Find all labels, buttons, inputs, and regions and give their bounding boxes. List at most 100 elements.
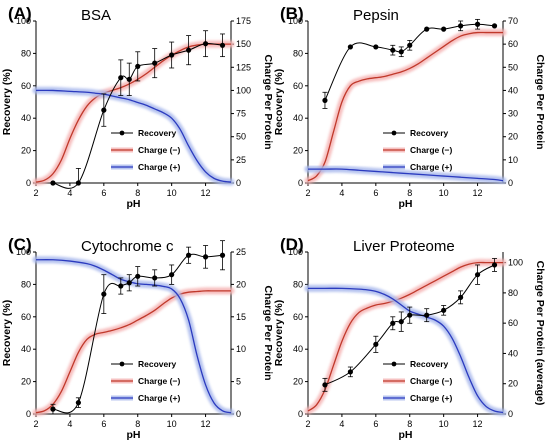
x-tick-label: 10: [439, 188, 449, 198]
data-point: [101, 107, 107, 113]
panel-label: (D): [280, 235, 304, 254]
panel-label: (C): [8, 235, 32, 254]
legend-marker: [119, 361, 125, 367]
y-tick-label-right: 80: [508, 288, 518, 298]
legend-marker: [119, 130, 125, 136]
x-tick-label: 12: [201, 188, 211, 198]
x-tick-label: 4: [339, 419, 344, 429]
data-point: [398, 319, 404, 325]
data-point: [458, 294, 464, 300]
y-tick-label-right: 15: [236, 312, 246, 322]
y-tick-label-left: 20: [21, 146, 31, 156]
legend-label: Charge (+): [410, 162, 452, 172]
y-tick-label-left: 40: [21, 113, 31, 123]
data-point: [491, 23, 498, 29]
y-tick-label-left: 80: [21, 48, 31, 58]
legend-label: Charge (−): [410, 145, 452, 155]
y-tick-label-left: 20: [21, 377, 31, 387]
chart-panel: 2 4 6 8 10 12 0 20 40 60 80 100 0 10 20 30 40 50 60 70 pH Rec…: [273, 4, 546, 210]
y-tick-label-left: 100: [288, 16, 303, 26]
data-point: [169, 272, 175, 278]
series-line: [307, 287, 504, 414]
data-point: [186, 252, 192, 258]
panel-title: Liver Proteome: [353, 238, 455, 255]
x-tick-label: 6: [101, 419, 106, 429]
series-line: [35, 89, 232, 183]
series-glow: [32, 287, 235, 417]
y-axis-title-left: Recovery (%): [1, 300, 13, 367]
y-tick-label-left: 80: [21, 279, 31, 289]
y-tick-label-left: 100: [288, 247, 303, 257]
data-point: [152, 60, 158, 66]
y-tick-label-right: 175: [236, 16, 251, 26]
y-tick-label-right: 100: [508, 258, 523, 268]
y-axis-title-left: Recovery (%): [273, 300, 285, 367]
data-point: [347, 369, 353, 375]
data-point: [390, 320, 396, 326]
legend-label: Charge (−): [410, 376, 452, 386]
y-tick-label-left: 100: [16, 16, 31, 26]
y-axis-title-left: Recovery (%): [1, 69, 13, 136]
x-axis-title: pH: [399, 198, 413, 210]
data-point: [474, 272, 481, 278]
data-point: [50, 406, 56, 412]
x-axis-title: pH: [399, 429, 413, 441]
chart-panel: 2 4 6 8 10 12 0 20 40 60 80 100 0 5 10 15 20 25 pH Recovery…: [1, 235, 274, 441]
data-point: [424, 312, 430, 318]
data-point: [186, 47, 192, 53]
data-point: [126, 76, 132, 82]
x-tick-label: 2: [33, 188, 38, 198]
data-point: [118, 283, 124, 289]
y-tick-label-right: 60: [508, 39, 518, 49]
legend-label: Charge (+): [138, 393, 180, 403]
data-point: [424, 26, 430, 32]
data-point: [169, 52, 175, 58]
data-point: [202, 254, 209, 260]
x-tick-label: 4: [339, 188, 344, 198]
data-point: [219, 42, 226, 48]
y-tick-label-left: 100: [16, 247, 31, 257]
x-tick-label: 2: [305, 419, 310, 429]
y-tick-label-right: 50: [236, 132, 246, 142]
y-tick-label-right: 25: [236, 155, 246, 165]
y-tick-label-right: 70: [508, 16, 518, 26]
y-tick-label-right: 25: [236, 247, 246, 257]
panel-title: Cytochrome c: [81, 238, 174, 255]
y-tick-label-right: 10: [508, 155, 518, 165]
x-axis-title: pH: [127, 429, 141, 441]
legend-label: Recovery: [138, 359, 177, 369]
series-line: [307, 261, 503, 412]
data-point: [101, 291, 107, 297]
series-line: [35, 43, 231, 183]
y-tick-label-right: 0: [508, 409, 513, 419]
y-axis-title-left: Recovery (%): [273, 69, 285, 136]
series-glow: [304, 28, 507, 185]
x-tick-label: 8: [135, 188, 140, 198]
y-tick-label-left: 0: [298, 409, 303, 419]
data-point: [458, 23, 464, 29]
series-line: [35, 290, 231, 414]
chart-panel: 2 4 6 8 10 12 0 20 40 60 80 100 0 20 40 60 80 100 pH Recove…: [273, 235, 546, 441]
y-axis-title-right: Charge Per Protein (average): [534, 261, 546, 406]
y-tick-label-right: 20: [508, 132, 518, 142]
data-point: [407, 42, 413, 48]
x-tick-label: 6: [373, 188, 378, 198]
x-tick-label: 6: [101, 188, 106, 198]
y-tick-label-right: 30: [508, 109, 518, 119]
data-point: [202, 41, 209, 47]
x-tick-label: 12: [201, 419, 211, 429]
data-point: [441, 307, 447, 313]
data-point: [135, 63, 141, 69]
series-glow: [32, 40, 235, 186]
data-point: [441, 26, 447, 32]
chart-panel: 2 4 6 8 10 12 0 20 40 60 80 100 0 25 50 75 100 125 150 175 p…: [1, 4, 274, 210]
data-point: [398, 49, 404, 55]
y-tick-label-right: 40: [508, 85, 518, 95]
x-tick-label: 12: [473, 188, 483, 198]
legend-marker: [391, 130, 397, 136]
x-tick-label: 8: [407, 188, 412, 198]
x-tick-label: 12: [473, 419, 483, 429]
x-tick-label: 2: [33, 419, 38, 429]
x-tick-label: 10: [439, 419, 449, 429]
